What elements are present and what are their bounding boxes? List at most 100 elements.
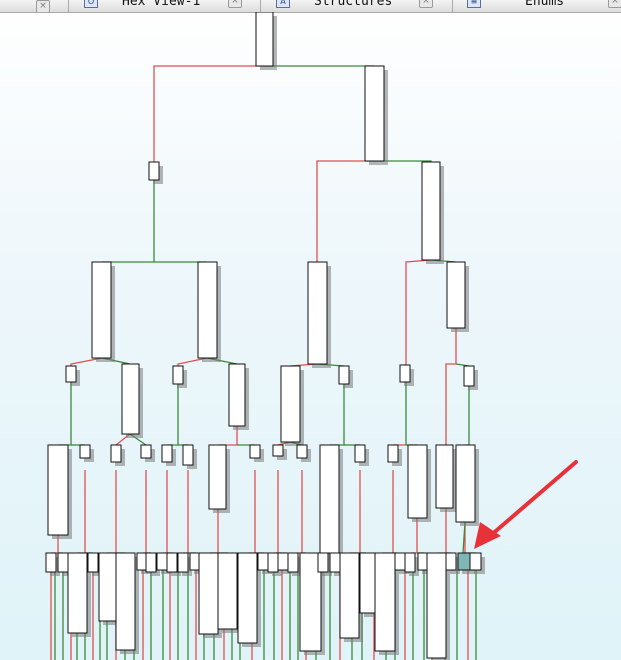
graph-node[interactable] (399, 364, 411, 383)
graph-node[interactable] (359, 552, 377, 614)
graph-node[interactable] (272, 444, 284, 457)
graph-node[interactable] (257, 552, 269, 571)
graph-node[interactable] (267, 552, 279, 573)
graph-node[interactable] (198, 552, 219, 635)
annotation-arrow-icon (474, 460, 578, 549)
graph-node[interactable] (469, 552, 482, 571)
graph-node[interactable] (182, 444, 194, 466)
graph-node[interactable] (319, 444, 340, 554)
graph-node[interactable] (339, 552, 360, 639)
tab-enums[interactable]: ≡ Enums × (467, 0, 621, 12)
graph-edge (296, 470, 303, 554)
graph-edge (462, 521, 466, 554)
graph-node[interactable] (208, 444, 227, 510)
structures-icon: A (276, 0, 290, 8)
nodes (45, 12, 485, 660)
graph-edge (58, 382, 72, 446)
graph-node[interactable] (255, 12, 274, 67)
graph-node[interactable] (47, 444, 69, 536)
graph-node[interactable] (110, 444, 122, 463)
tab-hex-view[interactable]: O Hex View-1 × (84, 0, 254, 12)
graph-edge (405, 259, 432, 365)
graph-edge (383, 470, 394, 554)
graph-node[interactable] (296, 444, 308, 459)
graph-node[interactable] (307, 261, 328, 365)
graph-node[interactable] (277, 552, 289, 571)
tab-divider (68, 0, 69, 12)
graph-edge (274, 470, 279, 554)
graph-node[interactable] (249, 444, 261, 459)
graph-node[interactable] (45, 552, 57, 573)
graph-node[interactable] (317, 552, 329, 573)
graph-node[interactable] (354, 444, 366, 463)
control-flow-graph[interactable] (0, 12, 621, 660)
graph-node[interactable] (67, 552, 88, 634)
tab-enums-label: Enums (525, 0, 565, 9)
graph-edge (329, 384, 345, 446)
graph-node[interactable] (161, 444, 173, 463)
graph-node[interactable] (228, 363, 246, 427)
graph-node[interactable] (287, 552, 299, 573)
graph-edge (445, 328, 457, 445)
graph-node[interactable] (57, 552, 69, 573)
graph-node[interactable] (91, 261, 112, 359)
graph-node[interactable] (299, 552, 322, 652)
graph-node[interactable] (172, 365, 184, 385)
graph-node[interactable] (394, 552, 406, 571)
tab-divider (452, 0, 453, 12)
graph-node[interactable] (87, 552, 99, 573)
graph-node[interactable] (426, 552, 447, 659)
graph-edge (465, 386, 470, 446)
graph-node[interactable] (140, 444, 152, 459)
graph-node[interactable] (445, 552, 457, 571)
tab-hex-view-label: Hex View-1 (122, 0, 201, 9)
graph-edge (167, 384, 179, 446)
graph-node-selected[interactable] (457, 552, 472, 571)
graph-node[interactable] (166, 552, 178, 573)
graph-node[interactable] (98, 552, 117, 622)
graph-node[interactable] (329, 552, 341, 573)
graph-edge (77, 470, 86, 554)
graph-node[interactable] (197, 261, 218, 359)
annotation-arrow-shaft (488, 460, 578, 538)
graph-node[interactable] (407, 444, 428, 519)
graph-node[interactable] (421, 161, 441, 261)
graph-edge (143, 470, 147, 554)
graph-node[interactable] (79, 444, 91, 459)
graph-edge (153, 65, 265, 162)
graph-node[interactable] (115, 552, 136, 651)
graph-edge (350, 470, 361, 554)
graph-node[interactable] (148, 161, 160, 181)
tab-structures[interactable]: A Structures × (276, 0, 446, 12)
graph-edge (107, 470, 117, 554)
graph-node[interactable] (435, 444, 454, 509)
graph-edge (102, 180, 155, 263)
hex-view-icon: O (84, 0, 98, 8)
graph-node[interactable] (177, 552, 189, 573)
graph-node[interactable] (156, 552, 168, 571)
graph-node[interactable] (217, 552, 238, 630)
graph-node[interactable] (374, 552, 396, 652)
graph-node[interactable] (237, 552, 258, 644)
tab-divider (260, 0, 261, 12)
graph-node[interactable] (121, 363, 140, 435)
close-icon[interactable]: × (419, 0, 433, 8)
graph-node[interactable] (404, 552, 416, 573)
enums-icon: ≡ (467, 0, 481, 8)
graph-node[interactable] (463, 365, 475, 387)
close-icon[interactable]: × (36, 0, 50, 12)
graph-node[interactable] (65, 365, 77, 383)
tab-bar: × O Hex View-1 × A Structures × ≡ Enums … (0, 0, 621, 13)
graph-edge (316, 160, 375, 262)
graph-node[interactable] (446, 261, 466, 329)
close-icon[interactable]: × (608, 0, 621, 8)
graph-edge (183, 470, 189, 554)
graph-node[interactable] (338, 365, 350, 385)
graph-node[interactable] (455, 444, 476, 523)
graph-node[interactable] (364, 65, 385, 162)
graph-node[interactable] (145, 552, 157, 573)
annotation-arrow-head (474, 522, 501, 549)
close-icon[interactable]: × (228, 0, 242, 8)
graph-node[interactable] (280, 365, 301, 443)
graph-node[interactable] (387, 444, 399, 463)
